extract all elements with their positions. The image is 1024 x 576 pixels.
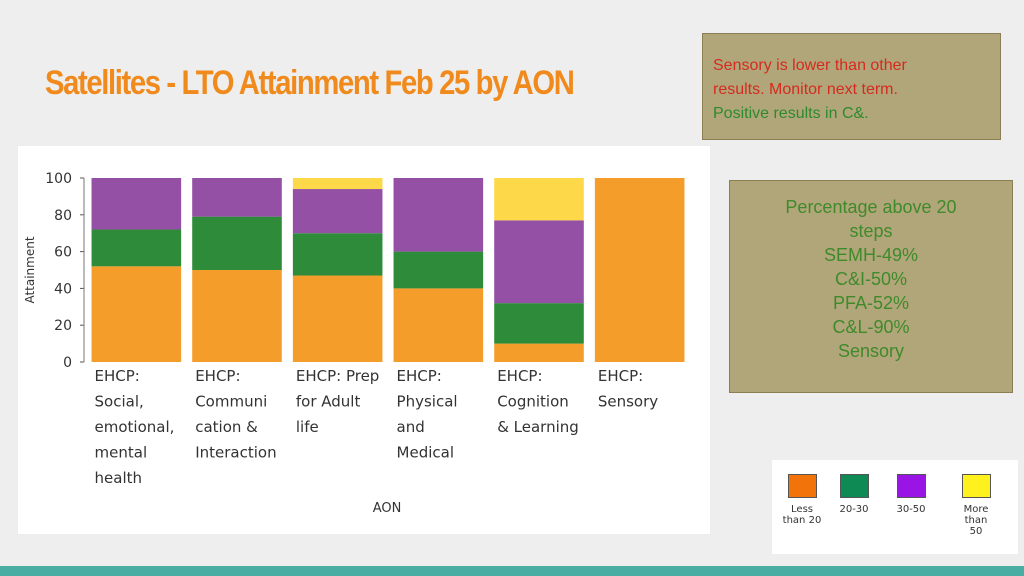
x-tick-label: EHCP:	[598, 367, 643, 385]
y-tick-label: 0	[63, 355, 72, 371]
legend-item-30-50: 30-50	[881, 474, 941, 515]
legend-swatch	[839, 474, 869, 498]
x-tick-label: Sensory	[598, 393, 658, 411]
x-tick-label: health	[95, 469, 142, 487]
bar-segment	[292, 233, 383, 276]
note-percentages: Percentage above 20 steps SEMH-49% C&I-5…	[729, 180, 1013, 393]
y-tick-label: 100	[45, 171, 72, 187]
note-percentages-line: steps	[849, 221, 893, 241]
legend-swatch	[896, 474, 926, 498]
x-axis-label: AON	[373, 501, 402, 516]
legend-swatch	[961, 474, 991, 498]
bar-segment	[91, 178, 182, 230]
note-percentages-line: C&L-90%	[832, 317, 910, 337]
bar-segment	[393, 251, 484, 289]
y-axis-label: Attainment	[23, 236, 37, 303]
x-tick-label: emotional,	[95, 418, 175, 436]
bar-segment	[292, 178, 383, 190]
note-sensory: Sensory is lower than other results. Mon…	[702, 33, 1001, 140]
x-tick-label: & Learning	[497, 418, 579, 436]
x-tick-label: and	[397, 418, 425, 436]
x-tick-label: Cognition	[497, 393, 569, 411]
x-tick-label: EHCP:	[497, 367, 542, 385]
x-tick-label: life	[296, 418, 319, 436]
note-sensory-line1: Sensory is lower than other	[713, 57, 907, 74]
y-tick-label: 40	[54, 281, 72, 297]
note-percentages-line: Sensory	[837, 341, 905, 361]
legend-item-more-than-50: More than 50	[946, 474, 1006, 537]
bar-segment	[192, 216, 282, 270]
bar-segment	[594, 178, 685, 362]
y-tick-label: 60	[54, 245, 72, 261]
bar-segment	[494, 343, 584, 362]
x-tick-label: Medical	[397, 444, 454, 462]
note-percentages-line: C&I-50%	[834, 269, 908, 289]
bar-segment	[494, 178, 584, 221]
bar-segment	[494, 303, 584, 344]
legend-label: 30-50	[896, 504, 926, 515]
bar-segment	[494, 220, 584, 304]
bar-segment	[393, 178, 484, 252]
note-percentages-line: SEMH-49%	[823, 245, 919, 265]
legend-label: Less than 20	[782, 504, 822, 526]
legend-label: 20-30	[839, 504, 869, 515]
accent-bar	[0, 566, 1024, 576]
legend-swatch	[787, 474, 817, 498]
x-tick-label: EHCP: Prep	[296, 367, 379, 385]
note-percentages-line: PFA-52%	[832, 293, 910, 313]
attainment-chart: 0 20 40 60 80 100 Attainment EHCP: Social, emotio…	[18, 146, 710, 534]
legend-label: More than 50	[963, 504, 989, 537]
y-tick-label: 80	[54, 208, 72, 224]
bar-segment	[91, 266, 182, 362]
legend-item-less-than-20: Less than 20	[772, 474, 832, 526]
bar-segment	[292, 189, 383, 234]
chart-canvas: 0 20 40 60 80 100 Attainment EHCP: Social, emotio…	[23, 171, 685, 516]
x-tick-label: Interaction	[195, 444, 276, 462]
x-tick-label: mental	[95, 444, 148, 462]
slide-title: Satellites - LTO Attainment Feb 25 by AO…	[45, 64, 575, 102]
bar-segment	[292, 275, 383, 362]
note-sensory-line3: Positive results in C&.	[713, 105, 869, 122]
bar-segment	[393, 288, 484, 362]
x-tick-label: EHCP:	[397, 367, 442, 385]
note-sensory-line2: results. Monitor next term.	[713, 81, 898, 98]
x-tick-label: cation &	[195, 418, 258, 436]
x-tick-label: Physical	[397, 393, 458, 411]
bar-segment	[192, 270, 282, 362]
y-tick-label: 20	[54, 318, 72, 334]
bar-segment	[91, 229, 182, 267]
x-tick-label: for Adult	[296, 393, 361, 411]
note-percentages-line: Percentage above 20	[785, 197, 957, 217]
legend-item-20-30: 20-30	[824, 474, 884, 515]
x-tick-label: EHCP:	[95, 367, 140, 385]
legend: Less than 20 20-30 30-50 More than 50	[772, 460, 1018, 554]
x-tick-label: Communi	[195, 393, 267, 411]
x-tick-label: Social,	[95, 393, 144, 411]
bar-segment	[192, 178, 282, 217]
x-tick-label: EHCP:	[195, 367, 240, 385]
